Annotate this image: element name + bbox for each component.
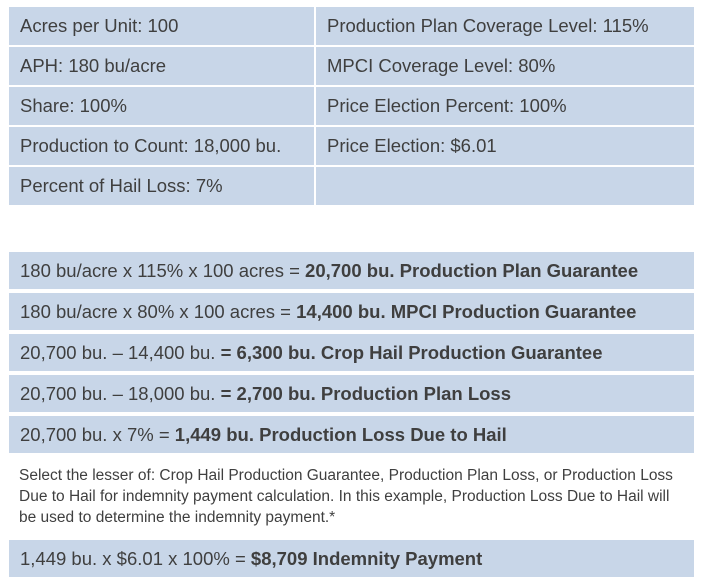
calc-row-production-loss-due-to-hail: 20,700 bu. x 7% = 1,449 bu. Production L…	[9, 416, 694, 453]
calc-row-production-plan-loss: 20,700 bu. – 18,000 bu. = 2,700 bu. Prod…	[9, 375, 694, 412]
calc-formula: 1,449 bu. x $6.01 x 100% =	[20, 548, 251, 569]
percent-hail-loss-cell: Percent of Hail Loss: 7%	[9, 167, 314, 205]
calc-formula: 20,700 bu. x 7% =	[20, 424, 175, 445]
share-cell: Share: 100%	[9, 87, 314, 125]
price-election-cell: Price Election: $6.01	[316, 127, 694, 165]
production-plan-coverage-level-cell: Production Plan Coverage Level: 115%	[316, 7, 694, 45]
price-election-percent-cell: Price Election Percent: 100%	[316, 87, 694, 125]
selection-note: Select the lesser of: Crop Hail Producti…	[19, 467, 673, 526]
aph-cell: APH: 180 bu/acre	[9, 47, 314, 85]
calc-result: = 6,300 bu. Crop Hail Production Guarant…	[220, 342, 603, 363]
calc-formula: 20,700 bu. – 18,000 bu.	[20, 383, 221, 404]
production-to-count-cell: Production to Count: 18,000 bu.	[9, 127, 314, 165]
calc-result: 20,700 bu. Production Plan Guarantee	[305, 260, 639, 281]
calc-result: $8,709 Indemnity Payment	[250, 548, 483, 569]
calc-row-crop-hail-production-guarantee: 20,700 bu. – 14,400 bu. = 6,300 bu. Crop…	[9, 334, 694, 371]
acres-per-unit-cell: Acres per Unit: 100	[9, 7, 314, 45]
input-parameters-table: Acres per Unit: 100 Production Plan Cove…	[9, 7, 694, 205]
empty-cell	[316, 167, 694, 205]
calc-row-production-plan-guarantee: 180 bu/acre x 115% x 100 acres = 20,700 …	[9, 252, 694, 289]
calc-formula: 20,700 bu. – 14,400 bu.	[20, 342, 221, 363]
calc-formula: 180 bu/acre x 115% x 100 acres =	[20, 260, 306, 281]
calc-formula: 180 bu/acre x 80% x 100 acres =	[20, 301, 297, 322]
calc-result: 1,449 bu. Production Loss Due to Hail	[174, 424, 507, 445]
calc-result: = 2,700 bu. Production Plan Loss	[220, 383, 512, 404]
calc-row-mpci-production-guarantee: 180 bu/acre x 80% x 100 acres = 14,400 b…	[9, 293, 694, 330]
calc-row-indemnity-payment: 1,449 bu. x $6.01 x 100% = $8,709 Indemn…	[9, 540, 694, 577]
mpci-coverage-level-cell: MPCI Coverage Level: 80%	[316, 47, 694, 85]
calc-result: 14,400 bu. MPCI Production Guarantee	[296, 301, 637, 322]
